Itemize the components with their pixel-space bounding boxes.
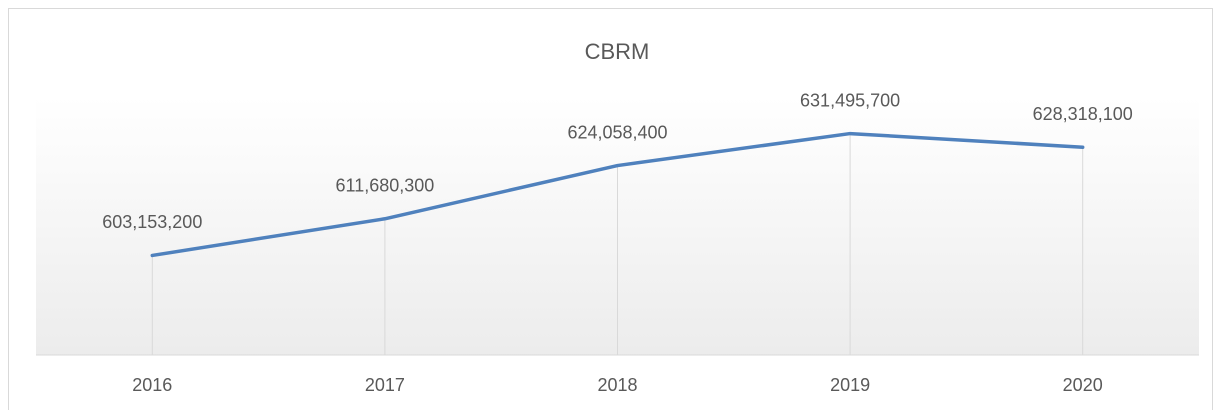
data-label: 624,058,400: [567, 122, 667, 142]
chart-title: CBRM: [585, 39, 650, 64]
x-tick-label: 2019: [830, 375, 870, 395]
x-tick-label: 2017: [365, 375, 405, 395]
x-tick-label: 2016: [132, 375, 172, 395]
series-line: [150, 131, 1085, 258]
data-label: 611,680,300: [336, 176, 435, 196]
x-tick-label: 2018: [597, 375, 637, 395]
data-label: 603,153,200: [102, 212, 202, 232]
data-label: 628,318,100: [1033, 104, 1133, 124]
data-label: 631,495,700: [800, 90, 900, 110]
x-tick-label: 2020: [1063, 375, 1103, 395]
